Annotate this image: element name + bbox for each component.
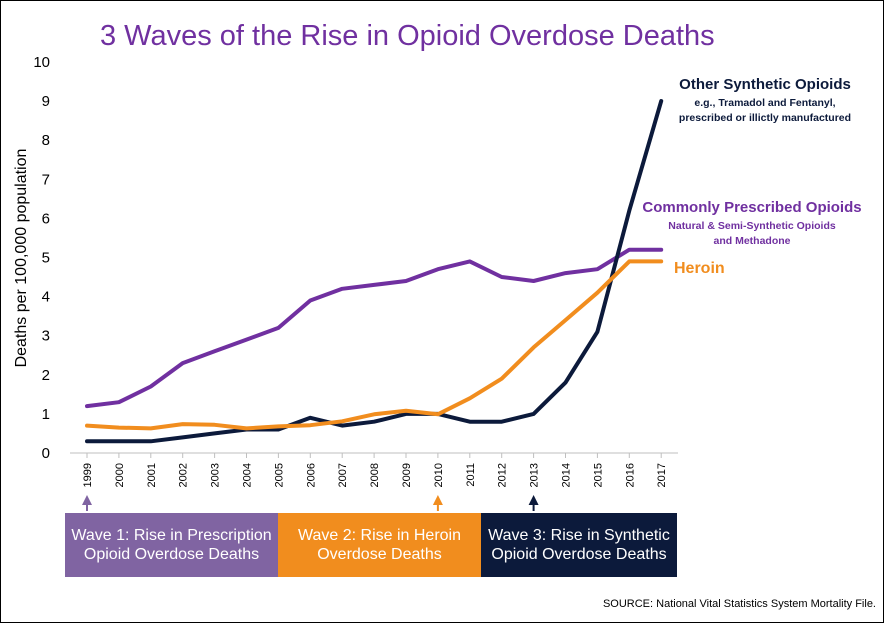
x-tick-label-1999: 1999: [82, 463, 94, 487]
chart-axes: [70, 452, 678, 458]
annotation-other-synthetic-title: Other Synthetic Opioids: [679, 76, 851, 93]
x-tick-label-2013: 2013: [529, 463, 541, 487]
annotation-other-synthetic-sub-1: e.g., Tramadol and Fentanyl,: [694, 97, 836, 109]
wave-1-arrow-head: [82, 495, 92, 505]
annotation-heroin-title: Heroin: [674, 260, 725, 277]
wave-3-arrow-head: [528, 495, 539, 505]
annotation-prescribed-title: Commonly Prescribed Opioids: [642, 199, 862, 216]
x-tick-label-2006: 2006: [305, 463, 317, 487]
y-tick-label-8: 8: [42, 132, 50, 149]
x-tick-label-2002: 2002: [178, 463, 190, 487]
x-tick-label-2005: 2005: [273, 463, 285, 487]
wave-arrows: [82, 495, 539, 511]
x-tick-label-2007: 2007: [337, 463, 349, 487]
x-tick-label-2010: 2010: [433, 463, 445, 487]
y-tick-labels: 0 1 2 3 4 5 6 7 8 9 10: [33, 54, 50, 462]
y-tick-label-4: 4: [42, 289, 50, 306]
y-tick-label-1: 1: [42, 406, 50, 423]
y-tick-label-2: 2: [42, 367, 50, 384]
annotation-prescribed-sub-2: and Methadone: [713, 235, 791, 247]
y-tick-label-7: 7: [42, 171, 50, 188]
wave-3-label: Wave 3: Rise in Synthetic Opioid Overdos…: [488, 527, 670, 563]
wave-1-label: Wave 1: Rise in Prescription Opioid Over…: [71, 527, 272, 563]
x-tick-label-2008: 2008: [369, 463, 381, 487]
y-tick-label-3: 3: [42, 328, 50, 345]
wave-3-box: Wave 3: Rise in Synthetic Opioid Overdos…: [481, 513, 677, 577]
wave-2-label: Wave 2: Rise in Heroin Overdose Deaths: [297, 527, 462, 563]
x-tick-label-2004: 2004: [242, 463, 254, 487]
y-tick-label-0: 0: [42, 445, 50, 462]
series-lines: [85, 99, 664, 444]
y-tick-label-6: 6: [42, 210, 50, 227]
x-tick-label-2014: 2014: [561, 463, 573, 487]
x-tick-label-2000: 2000: [114, 463, 126, 487]
annotation-heroin: Heroin: [674, 260, 725, 278]
x-tick-label-2016: 2016: [624, 463, 636, 487]
x-tick-label-2011: 2011: [465, 463, 477, 487]
annotation-prescribed-sub-1: Natural & Semi-Synthetic Opioids: [668, 220, 836, 232]
x-tick-label-2017: 2017: [656, 463, 668, 487]
x-tick-label-2009: 2009: [401, 463, 413, 487]
series-line-heroin: [85, 259, 664, 431]
y-tick-label-5: 5: [42, 250, 50, 267]
wave-2-arrow-head: [432, 495, 443, 505]
x-tick-label-2003: 2003: [210, 463, 222, 487]
annotation-prescribed: Commonly Prescribed Opioids Natural & Se…: [632, 199, 872, 249]
x-tick-label-2015: 2015: [592, 463, 604, 487]
y-tick-label-10: 10: [33, 54, 50, 71]
annotation-other-synthetic: Other Synthetic Opioids e.g., Tramadol a…: [640, 76, 886, 126]
wave-1-box: Wave 1: Rise in Prescription Opioid Over…: [65, 513, 278, 577]
x-tick-label-2001: 2001: [146, 463, 158, 487]
y-tick-label-9: 9: [42, 93, 50, 110]
wave-2-box: Wave 2: Rise in Heroin Overdose Deaths: [278, 513, 481, 577]
series-line-commonly-prescribed-opioids: [85, 247, 664, 409]
x-tick-label-2012: 2012: [497, 463, 509, 487]
series-line-other-synthetic-opioids: [85, 99, 664, 444]
x-tick-labels: 1999 2000 2001 2002 2003 2004 2005 2006 2007 2008…: [82, 463, 668, 487]
source-note: SOURCE: National Vital Statistics System…: [602, 598, 876, 610]
annotation-other-synthetic-sub-2: prescribed or illictly manufactured: [678, 112, 852, 124]
chart-title: 3 Waves of the Rise in Opioid Overdose D…: [100, 20, 715, 52]
